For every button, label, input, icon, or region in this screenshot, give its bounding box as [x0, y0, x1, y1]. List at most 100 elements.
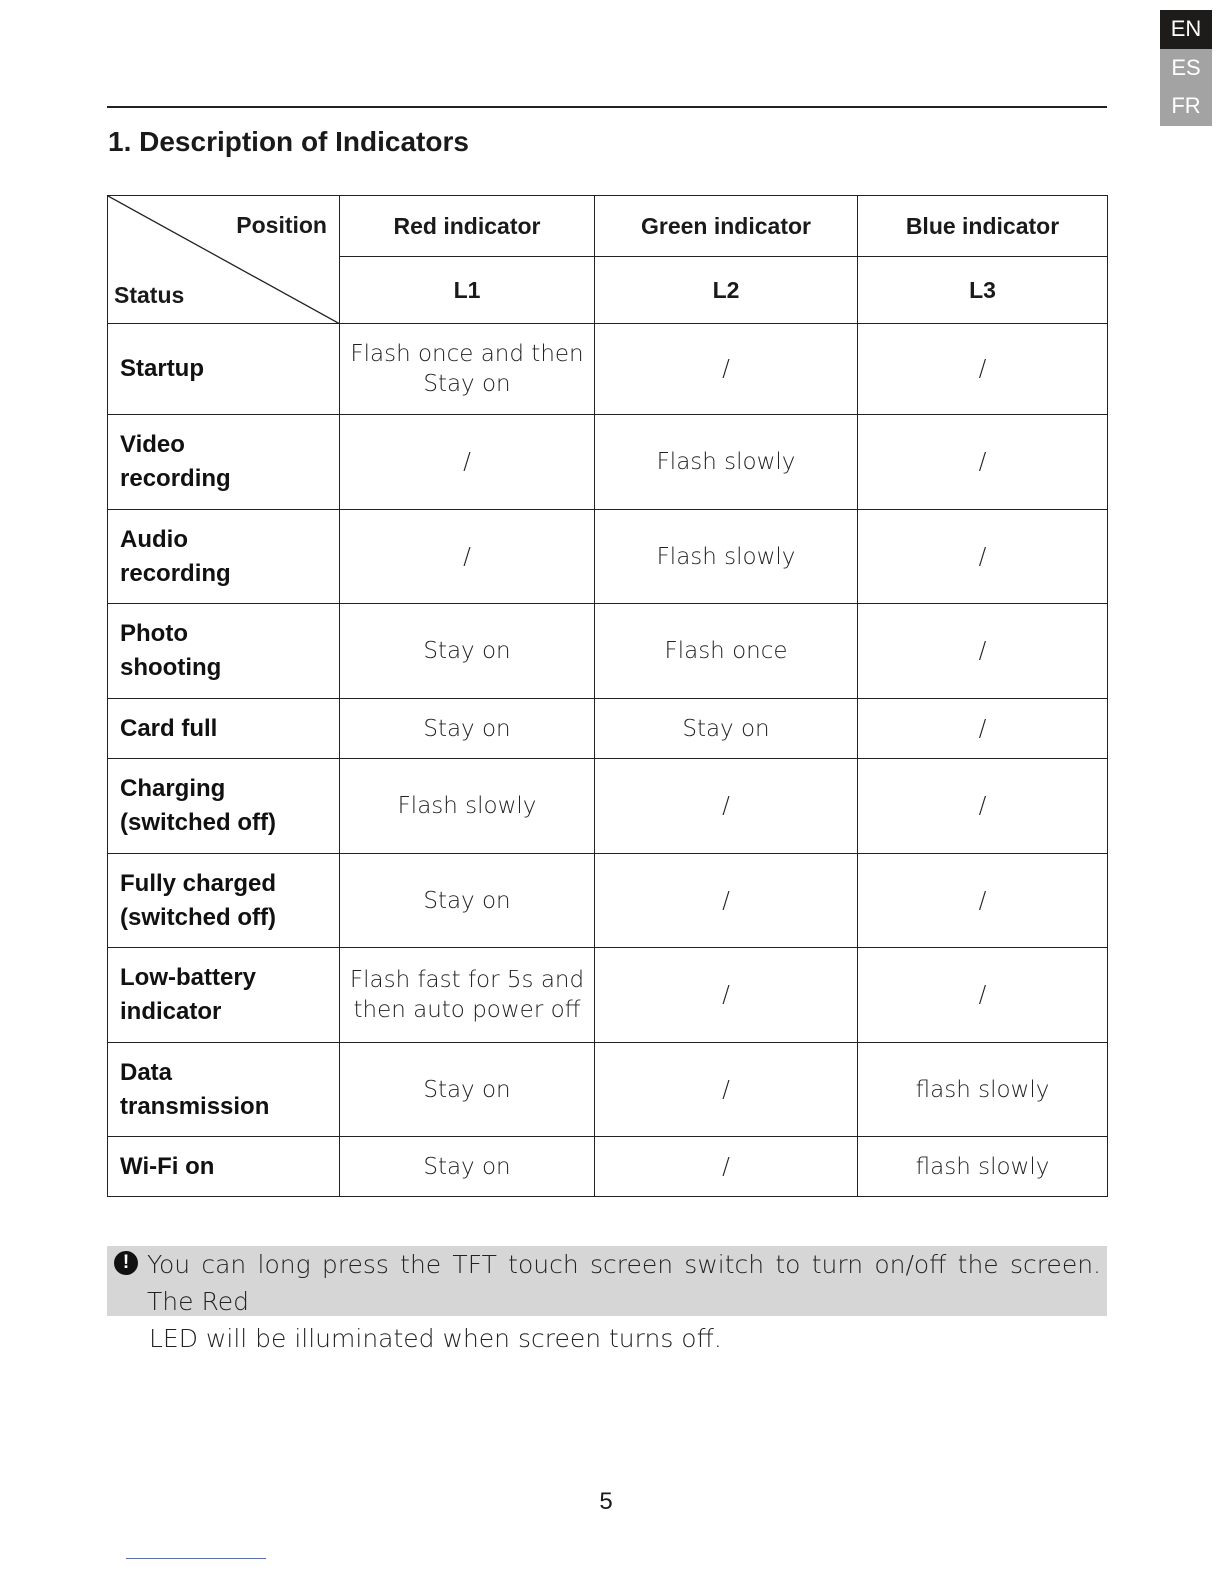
cell-text: recording [120, 559, 231, 587]
table-row: Video recording / Flash slowly / [107, 414, 1108, 510]
status-cell: Data transmission [107, 1042, 340, 1137]
col-code-l1: L1 [339, 256, 595, 324]
cell-l2: / [594, 758, 858, 854]
status-cell: Fully charged (switched off) [107, 853, 340, 948]
table-row: Low-battery indicator Flash fast for 5s an… [107, 947, 1108, 1043]
cell-text: Startup [120, 355, 204, 382]
cell-text: / [978, 982, 987, 1008]
top-divider [107, 106, 1107, 108]
cell-l2: / [594, 323, 858, 415]
cell-l2: Flash once [594, 603, 858, 699]
language-tabs: EN ES FR [1160, 10, 1212, 126]
cell-text: Stay on [423, 638, 511, 664]
cell-l2: / [594, 1136, 858, 1197]
cell-text: / [978, 638, 987, 664]
cell-text: Stay on [423, 1076, 511, 1103]
cell-l2: Flash slowly [594, 414, 858, 510]
cell-l2: / [594, 853, 858, 948]
table-row: Fully charged (switched off) Stay on / / [107, 853, 1108, 948]
cell-l2: / [594, 1042, 858, 1137]
status-cell: Charging (switched off) [107, 758, 340, 854]
cell-l3: flash slowly [857, 1042, 1108, 1137]
cell-l3: / [857, 323, 1108, 415]
cell-l1: / [339, 509, 595, 604]
cell-l1: Flash once and then Stay on [339, 323, 595, 415]
cell-text: Video [120, 431, 185, 458]
col-header-green: Green indicator [594, 195, 858, 257]
table-row: Startup Flash once and then Stay on / / [107, 323, 1108, 415]
table-row: Card full Stay on Stay on / [107, 698, 1108, 759]
cell-text: (switched off) [120, 903, 276, 931]
cell-text: (switched off) [120, 809, 276, 836]
cell-l1: / [339, 414, 595, 510]
indicator-table: Position Status Red indicator Green indi… [107, 195, 1108, 1197]
cell-text: Stay on [423, 715, 511, 742]
cell-text: shooting [120, 654, 222, 681]
cell-l3: / [857, 603, 1108, 699]
cell-text: / [722, 1076, 730, 1103]
cell-text: Charging [120, 775, 226, 802]
cell-text: Flash slowly [656, 543, 796, 570]
cell-text: Card full [120, 714, 218, 742]
cell-text: Photo [120, 620, 188, 647]
cell-l3: / [857, 853, 1108, 948]
cell-l3: / [857, 758, 1108, 854]
cell-l3: / [857, 414, 1108, 510]
cell-text: Wi-Fi on [120, 1152, 215, 1180]
cell-text: / [978, 793, 987, 819]
cell-text: / [978, 715, 987, 742]
cell-text: Flash slowly [397, 793, 537, 819]
col-code-l3: L3 [857, 256, 1108, 324]
cell-text: / [978, 887, 987, 914]
corner-header: Position Status [107, 195, 340, 324]
table-row: Wi-Fi on Stay on / flash slowly [107, 1136, 1108, 1197]
cell-l3: / [857, 698, 1108, 759]
cell-text: / [463, 449, 471, 475]
cell-text: Flash slowly [656, 449, 796, 475]
lang-tab-fr[interactable]: FR [1160, 87, 1212, 126]
cell-l1: Flash slowly [339, 758, 595, 854]
cell-text: / [978, 449, 987, 475]
cell-text: Low-battery [120, 964, 257, 991]
note-line-2: LED will be illuminated when screen turn… [149, 1324, 722, 1353]
table-row: Audio recording / Flash slowly / [107, 509, 1108, 604]
status-cell: Card full [107, 698, 340, 759]
note-text: You can long press the TFT touch screen … [147, 1246, 1101, 1357]
table-row: Charging (switched off) Flash slowly / / [107, 758, 1108, 854]
page-number: 5 [599, 1488, 613, 1515]
status-cell: Startup [107, 323, 340, 415]
note-line-1: You can long press the TFT touch screen … [147, 1250, 1101, 1316]
cell-text: flash slowly [915, 1076, 1050, 1103]
lang-tab-en[interactable]: EN [1160, 10, 1212, 49]
lang-tab-es[interactable]: ES [1160, 48, 1212, 87]
cell-l1: Stay on [339, 1136, 595, 1197]
cell-l2: / [594, 947, 858, 1043]
cell-text: Flash once [664, 638, 788, 664]
cell-text: Data [120, 1058, 173, 1086]
cell-l1: Flash fast for 5s and then auto power off [339, 947, 595, 1043]
cell-l3: / [857, 947, 1108, 1043]
col-header-red: Red indicator [339, 195, 595, 257]
note-box: ! You can long press the TFT touch scree… [107, 1246, 1107, 1353]
cell-text: Flash fast for 5s and [349, 967, 585, 993]
position-label: Position [236, 212, 327, 238]
cell-text: Audio [120, 525, 188, 553]
exclamation-circle-icon: ! [114, 1251, 138, 1275]
status-cell: Photo shooting [107, 603, 340, 699]
cell-text: / [463, 543, 471, 570]
cell-l1: Stay on [339, 1042, 595, 1137]
table-body: Startup Flash once and then Stay on / / Video… [107, 323, 1108, 1197]
status-cell: Audio recording [107, 509, 340, 604]
status-label: Status [114, 282, 185, 308]
cell-text: / [722, 356, 730, 382]
col-header-blue: Blue indicator [857, 195, 1108, 257]
cell-text: recording [120, 465, 231, 492]
cell-text: transmission [120, 1092, 270, 1120]
cell-text: indicator [120, 998, 222, 1025]
cell-text: / [722, 1153, 730, 1180]
table-row: Photo shooting Stay on Flash once / [107, 603, 1108, 699]
cell-l2: Flash slowly [594, 509, 858, 604]
cell-text: Stay on [682, 715, 770, 742]
cell-text: / [722, 887, 730, 914]
cell-text: / [722, 793, 730, 819]
